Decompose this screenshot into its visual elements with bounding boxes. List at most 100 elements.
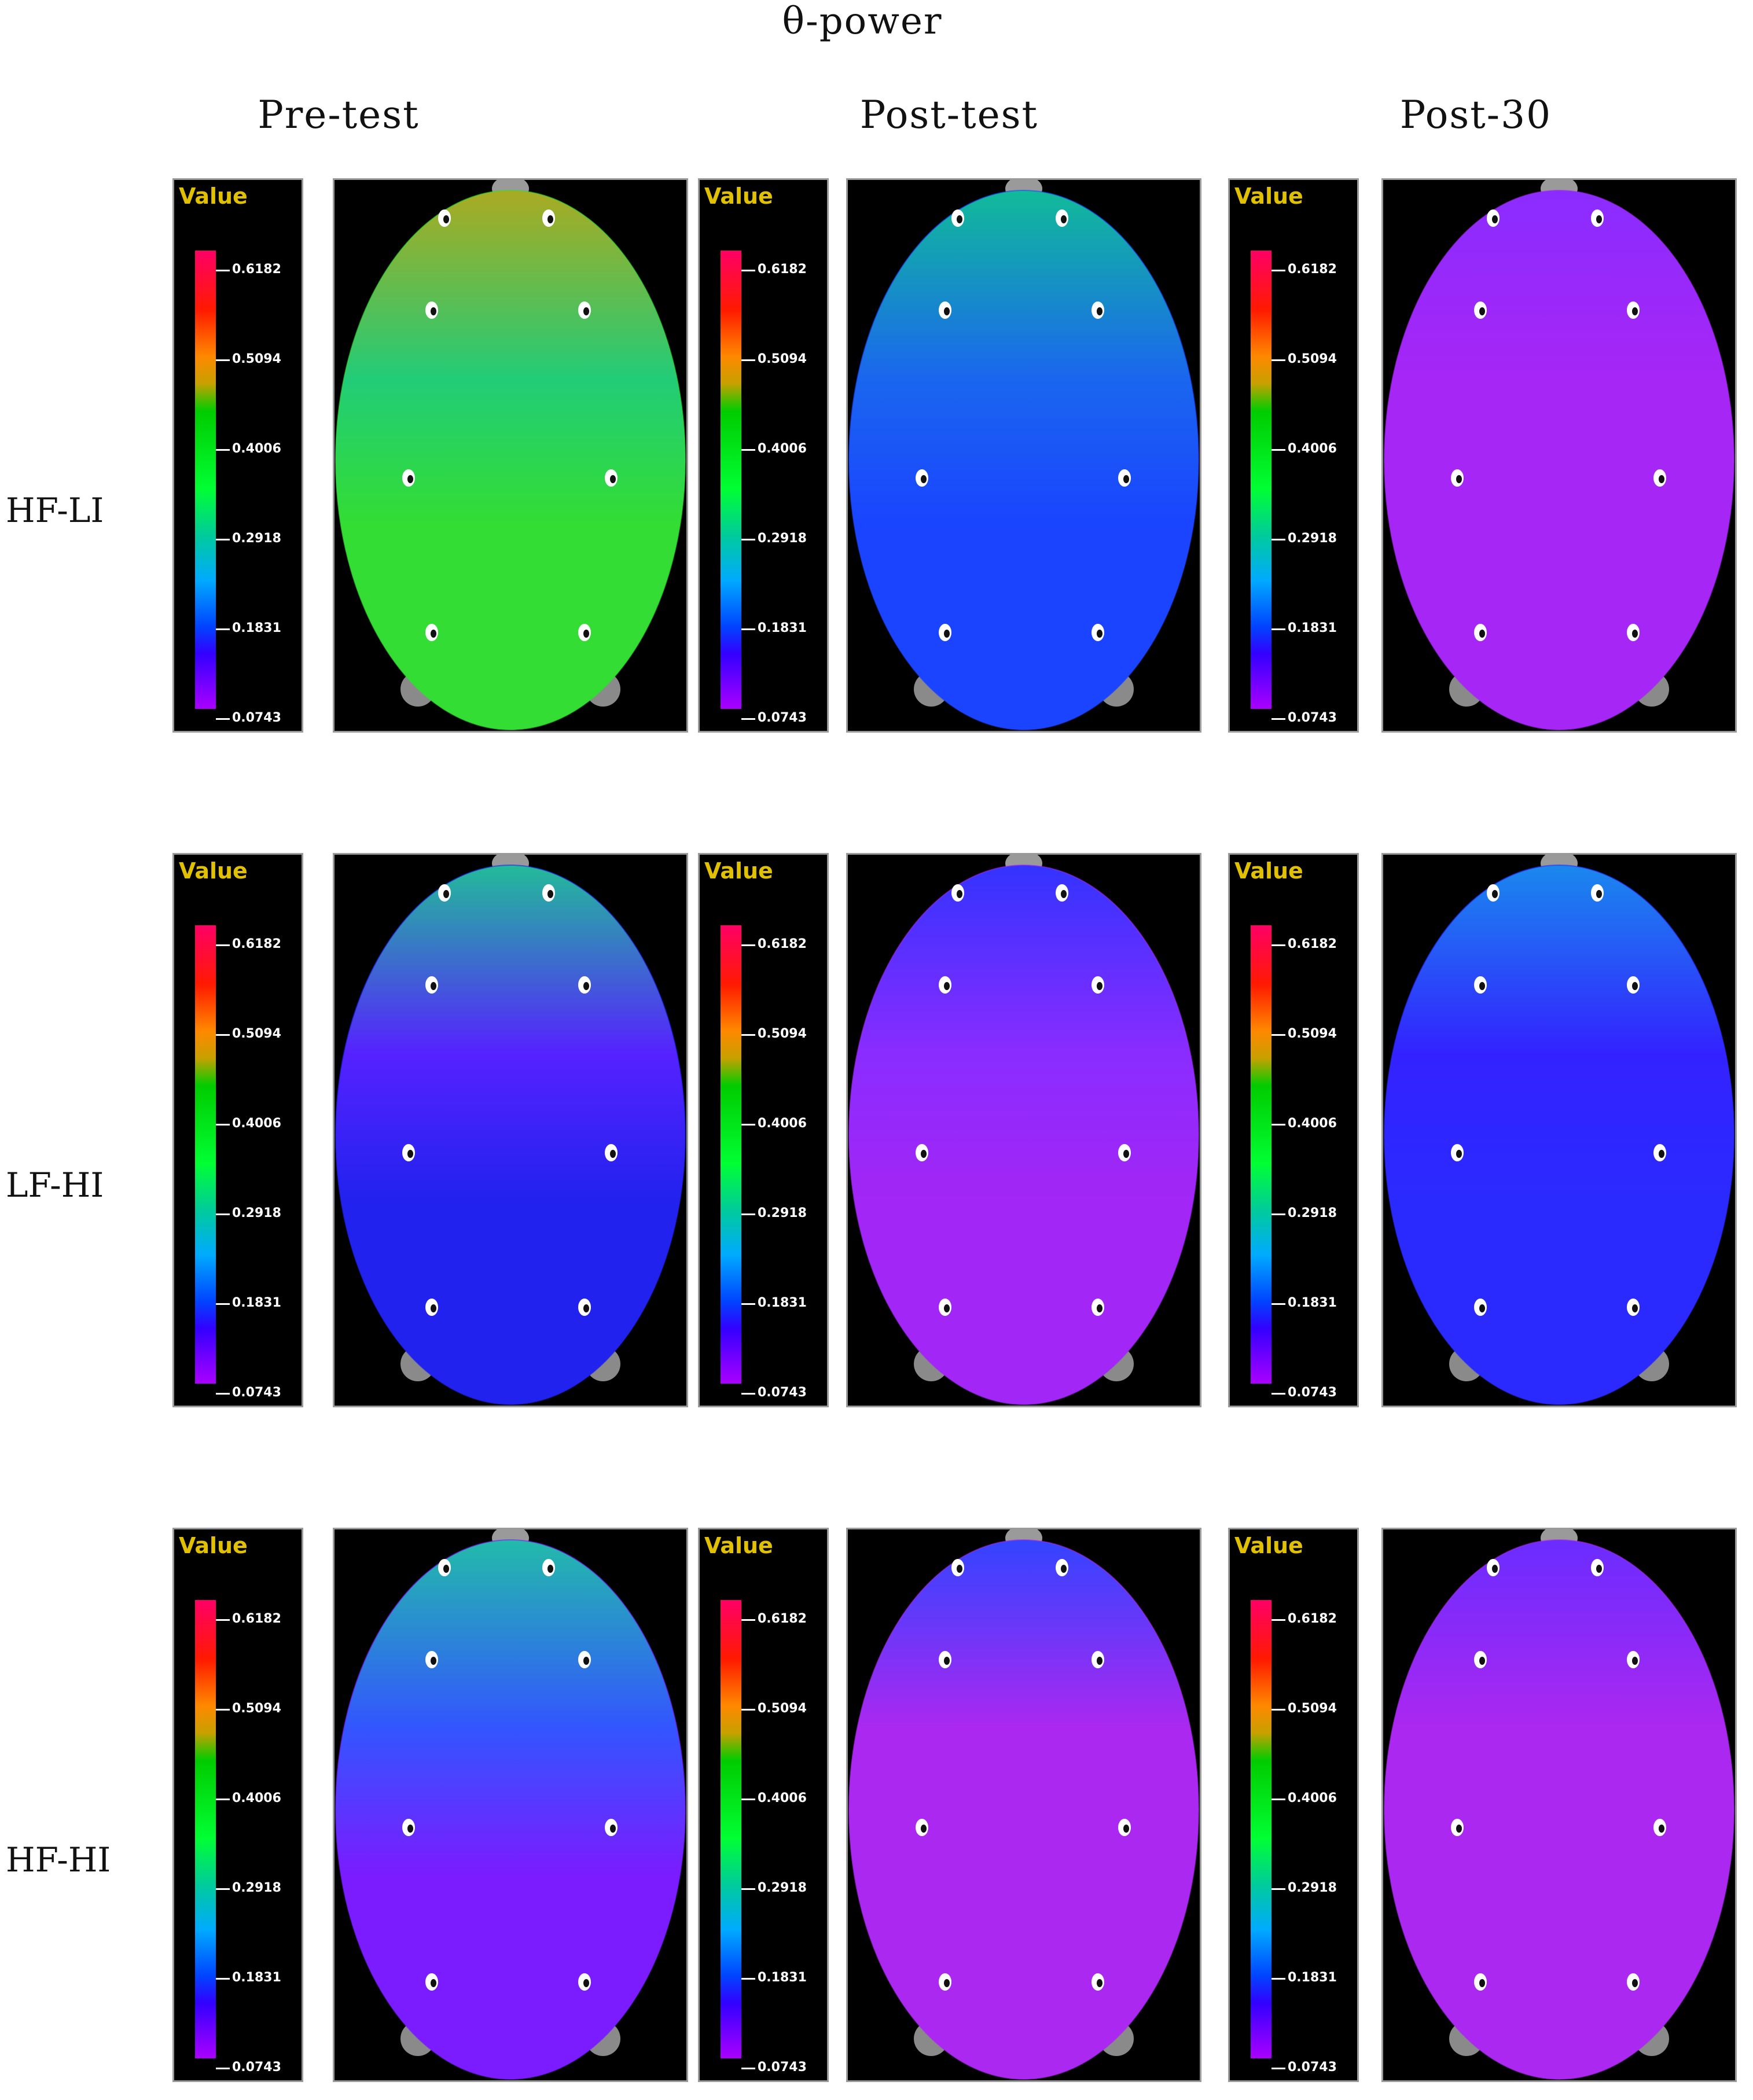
colorbar-tick (216, 1303, 230, 1305)
colorbar-tick-label: 0.2918 (758, 1881, 807, 1895)
topomap-svg (848, 855, 1199, 1405)
colorbar-tick (1271, 1034, 1285, 1036)
colorbar-tick (741, 1978, 755, 1980)
electrode-center-icon (583, 1657, 589, 1665)
electrode-center-icon (1492, 1565, 1498, 1573)
colorbar-tick-label: 0.2918 (758, 1206, 807, 1220)
colorbar: Value 0.6182 0.5094 0.4006 0.2918 0.1831 0.074… (698, 853, 829, 1407)
topomap-svg (848, 180, 1199, 730)
colorbar-tick-label: 0.2918 (1288, 1206, 1337, 1220)
colorbar-tick (741, 539, 755, 540)
scalp-map (849, 865, 1199, 1404)
colorbar-tick-label: 0.0743 (232, 1385, 281, 1400)
colorbar-tick-label: 0.0743 (758, 2060, 807, 2075)
electrode-center-icon (1123, 475, 1129, 483)
row-label-hf-hi: HF-HI (6, 1840, 111, 1880)
colorbar-tick (216, 1799, 230, 1800)
colorbar-tick-label: 0.6182 (758, 937, 807, 951)
scalp-outline (848, 190, 1199, 730)
colorbar-tick (1271, 1799, 1285, 1800)
colorbar-tick (741, 359, 755, 361)
colorbar-tick (741, 1393, 755, 1395)
electrode-center-icon (547, 890, 553, 898)
electrode-center-icon (431, 307, 436, 315)
colorbar-tick (741, 449, 755, 451)
column-header-pre-test: Pre-test (258, 93, 420, 137)
colorbar-tick-label: 0.0743 (232, 2060, 281, 2075)
electrode-center-icon (1097, 1979, 1102, 1987)
colorbar-tick (1271, 628, 1285, 630)
colorbar-tick (741, 1303, 755, 1305)
colorbar-tick (1271, 1619, 1285, 1621)
electrode-center-icon (957, 215, 962, 223)
electrode-center-icon (431, 630, 436, 638)
electrode-center-icon (1492, 890, 1498, 898)
column-header-post-30: Post-30 (1399, 93, 1552, 137)
colorbar-tick (741, 628, 755, 630)
electrode-center-icon (443, 890, 449, 898)
electrode-center-icon (944, 307, 950, 315)
colorbar-tick-label: 0.6182 (232, 262, 281, 277)
electrode-center-icon (407, 1825, 413, 1833)
electrode-center-icon (1492, 215, 1498, 223)
electrode-center-icon (431, 1657, 436, 1665)
electrode-center-icon (1479, 1657, 1485, 1665)
colorbar-title: Value (704, 1533, 773, 1558)
colorbar-tick-label: 0.4006 (232, 442, 281, 456)
scalp-map (849, 190, 1199, 730)
row-label-hf-li: HF-LI (6, 491, 104, 530)
colorbar-tick-label: 0.6182 (758, 1612, 807, 1626)
topomap-svg (1384, 855, 1734, 1405)
colorbar-gradient (1251, 925, 1271, 1384)
electrode-center-icon (1123, 1825, 1129, 1833)
electrode-center-icon (921, 1825, 927, 1833)
scalp-outline (335, 190, 686, 730)
colorbar: Value 0.6182 0.5094 0.4006 0.2918 0.1831 0.074… (1228, 853, 1359, 1407)
electrode-center-icon (1479, 307, 1485, 315)
colorbar-tick (216, 359, 230, 361)
colorbar-tick (1271, 1124, 1285, 1126)
colorbar-tick-label: 0.6182 (758, 262, 807, 277)
scalp-map (1384, 190, 1734, 730)
colorbar-tick (741, 1709, 755, 1711)
colorbar-title: Value (704, 858, 773, 884)
electrode-center-icon (443, 1565, 449, 1573)
electrode-center-icon (431, 1979, 436, 1987)
colorbar-gradient (721, 1600, 741, 2058)
electrode-center-icon (1097, 1657, 1102, 1665)
colorbar-tick (1271, 539, 1285, 540)
electrode-center-icon (944, 630, 950, 638)
electrode-center-icon (1632, 1304, 1638, 1312)
electrode-center-icon (431, 982, 436, 990)
colorbar-tick (741, 1034, 755, 1036)
colorbar-tick (1271, 1709, 1285, 1711)
colorbar-title: Value (179, 1533, 248, 1558)
electrode-center-icon (1061, 215, 1067, 223)
colorbar-gradient (195, 251, 216, 709)
colorbar-tick (216, 944, 230, 946)
electrode-center-icon (1659, 475, 1664, 483)
colorbar: Value 0.6182 0.5094 0.4006 0.2918 0.1831 0.074… (172, 1528, 303, 2082)
colorbar-tick (216, 2068, 230, 2069)
electrode-center-icon (610, 1825, 616, 1833)
colorbar-tick (1271, 1978, 1285, 1980)
colorbar-tick-label: 0.4006 (758, 1116, 807, 1131)
electrode-center-icon (957, 1565, 962, 1573)
colorbar-tick (216, 1393, 230, 1395)
colorbar-tick-label: 0.2918 (1288, 531, 1337, 546)
colorbar-tick-label: 0.1831 (1288, 621, 1337, 635)
electrode-center-icon (944, 982, 950, 990)
colorbar-tick-label: 0.5094 (758, 1701, 807, 1716)
electrode-center-icon (1479, 982, 1485, 990)
colorbar-tick-label: 0.2918 (1288, 1881, 1337, 1895)
colorbar-tick-label: 0.6182 (232, 1612, 281, 1626)
colorbar-title: Value (704, 183, 773, 209)
colorbar-tick (1271, 359, 1285, 361)
colorbar: Value 0.6182 0.5094 0.4006 0.2918 0.1831 0.074… (172, 178, 303, 733)
colorbar-tick-label: 0.1831 (758, 1970, 807, 1985)
electrode-center-icon (1596, 890, 1602, 898)
colorbar-tick (1271, 1303, 1285, 1305)
colorbar-title: Value (1234, 183, 1303, 209)
colorbar-tick-label: 0.1831 (758, 1296, 807, 1310)
topomap-svg (848, 1529, 1199, 2080)
